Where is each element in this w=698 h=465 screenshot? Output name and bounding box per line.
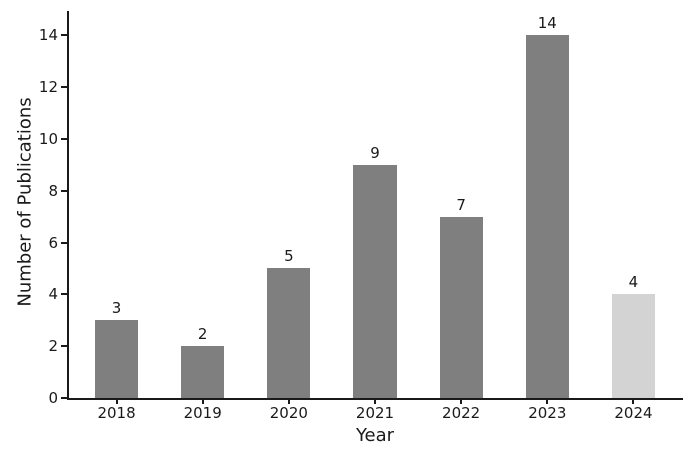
bar-value-label: 14 bbox=[537, 14, 557, 33]
bar-2024 bbox=[611, 294, 655, 398]
x-tick-mark bbox=[460, 400, 463, 404]
x-tick-mark bbox=[546, 400, 549, 404]
x-tick-label: 2021 bbox=[355, 404, 395, 422]
y-tick-label: 8 bbox=[48, 181, 58, 200]
x-axis-spine bbox=[67, 398, 683, 400]
y-tick-label: 4 bbox=[48, 285, 58, 304]
bar-value-label: 3 bbox=[111, 299, 122, 318]
y-tick-mark bbox=[61, 345, 67, 348]
bar-value-label: 7 bbox=[456, 195, 466, 214]
x-tick-label: 2023 bbox=[528, 404, 567, 422]
y-tick-label: 6 bbox=[48, 233, 58, 252]
bar-2019 bbox=[181, 346, 225, 398]
x-axis-title: Year bbox=[355, 425, 395, 446]
y-tick-label: 14 bbox=[38, 26, 58, 45]
x-tick-mark bbox=[632, 400, 635, 404]
bar-value-label: 5 bbox=[284, 247, 294, 266]
y-tick-mark bbox=[61, 293, 67, 296]
bar-value-label: 2 bbox=[197, 325, 208, 344]
y-tick-mark bbox=[61, 137, 67, 140]
x-tick-label: 2024 bbox=[614, 404, 653, 422]
x-tick-label: 2019 bbox=[183, 404, 222, 422]
bar-2021 bbox=[353, 164, 397, 398]
y-tick-mark bbox=[61, 241, 67, 244]
y-axis-title-text: Number of Publications bbox=[14, 97, 36, 307]
bar-2023 bbox=[525, 35, 569, 398]
y-tick-mark bbox=[61, 397, 67, 399]
bar-value-label: 4 bbox=[628, 273, 639, 292]
x-tick-mark bbox=[201, 400, 204, 404]
x-tick-label: 2022 bbox=[442, 404, 481, 422]
bar-2018 bbox=[95, 320, 139, 398]
bar-2020 bbox=[267, 268, 311, 398]
x-tick-label: 2018 bbox=[97, 404, 136, 422]
x-tick-mark bbox=[287, 400, 290, 404]
y-tick-label: 12 bbox=[38, 78, 58, 97]
y-tick-label: 10 bbox=[38, 129, 58, 148]
x-tick-label: 2020 bbox=[269, 404, 308, 422]
bar-2022 bbox=[439, 216, 483, 398]
y-tick-mark bbox=[61, 189, 67, 192]
y-tick-mark bbox=[61, 34, 67, 37]
y-tick-label: 2 bbox=[48, 337, 58, 356]
y-axis-spine bbox=[67, 11, 69, 400]
x-tick-mark bbox=[115, 400, 118, 404]
y-tick-label: 0 bbox=[48, 389, 58, 407]
bar-value-label: 9 bbox=[370, 143, 380, 162]
y-tick-mark bbox=[61, 86, 67, 89]
x-tick-mark bbox=[374, 400, 376, 404]
